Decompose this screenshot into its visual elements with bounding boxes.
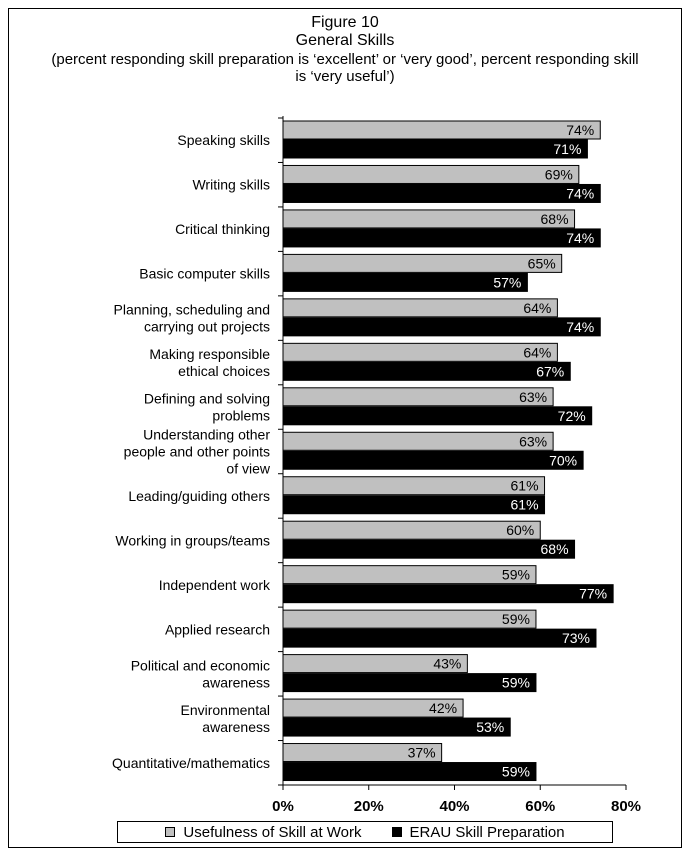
bar-usefulness xyxy=(282,387,554,407)
chart-description: (percent responding skill preparation is… xyxy=(51,51,639,85)
data-label-preparation: 53% xyxy=(476,719,504,735)
bar-usefulness xyxy=(282,431,554,451)
category-label: Independent work xyxy=(159,577,271,593)
bar-preparation xyxy=(282,539,576,559)
category-label: Quantitative/mathematics xyxy=(112,755,270,771)
bar-usefulness xyxy=(282,609,537,629)
category-label: Basic computer skills xyxy=(139,266,270,282)
bar-preparation xyxy=(282,272,528,292)
data-label-usefulness: 63% xyxy=(519,389,547,405)
category-label: Applied research xyxy=(165,621,270,637)
data-label-usefulness: 61% xyxy=(511,478,539,494)
data-label-preparation: 70% xyxy=(549,452,577,468)
data-label-preparation: 61% xyxy=(511,497,539,513)
bar-preparation xyxy=(282,673,537,693)
data-label-usefulness: 68% xyxy=(541,211,569,227)
data-label-usefulness: 59% xyxy=(502,567,530,583)
data-label-usefulness: 64% xyxy=(523,344,551,360)
bar-preparation xyxy=(282,628,597,648)
category-label: Leading/guiding others xyxy=(128,488,270,504)
bar-preparation xyxy=(282,183,601,203)
data-label-preparation: 74% xyxy=(566,319,594,335)
bar-preparation xyxy=(282,361,571,381)
data-label-usefulness: 60% xyxy=(506,522,534,538)
data-label-usefulness: 37% xyxy=(408,745,436,761)
data-label-preparation: 67% xyxy=(536,363,564,379)
data-label-usefulness: 59% xyxy=(502,611,530,627)
category-label: Writing skills xyxy=(192,177,270,193)
bar-usefulness xyxy=(282,565,537,585)
legend-swatch-usefulness xyxy=(165,827,176,837)
x-tick-label: 20% xyxy=(354,798,384,815)
category-label: ethical choices xyxy=(178,363,270,379)
category-label: Understanding other xyxy=(143,427,270,443)
data-label-usefulness: 43% xyxy=(433,656,461,672)
bar-preparation xyxy=(282,495,546,515)
data-label-usefulness: 64% xyxy=(523,300,551,316)
category-label: people and other points xyxy=(124,444,270,460)
data-label-preparation: 73% xyxy=(562,630,590,646)
category-label: carrying out projects xyxy=(144,319,270,335)
bar-preparation xyxy=(282,584,614,604)
bar-usefulness xyxy=(282,209,576,229)
legend: Usefulness of Skill at Work ERAU Skill P… xyxy=(117,821,613,843)
category-label: Defining and solving xyxy=(144,391,270,407)
bar-usefulness xyxy=(282,253,563,273)
category-label: Planning, scheduling and xyxy=(114,302,270,318)
x-tick-label: 60% xyxy=(525,798,555,815)
chart-subtitle: General Skills xyxy=(295,32,395,49)
data-label-preparation: 59% xyxy=(502,764,530,780)
legend-swatch-preparation xyxy=(391,827,402,837)
bar-usefulness xyxy=(282,298,558,318)
bar-preparation xyxy=(282,406,593,426)
category-label: of view xyxy=(226,461,270,477)
data-label-usefulness: 65% xyxy=(528,255,556,271)
category-label: Working in groups/teams xyxy=(115,532,270,548)
bar-preparation xyxy=(282,450,584,470)
legend-label-preparation: ERAU Skill Preparation xyxy=(409,823,565,841)
data-label-usefulness: 74% xyxy=(566,122,594,138)
bar-usefulness xyxy=(282,520,541,540)
x-tick-label: 0% xyxy=(272,798,294,815)
category-label: Making responsible xyxy=(149,346,270,362)
bar-preparation xyxy=(282,317,601,337)
bar-preparation xyxy=(282,139,588,159)
bar-usefulness xyxy=(282,476,546,496)
x-tick-label: 80% xyxy=(611,798,641,815)
data-label-usefulness: 63% xyxy=(519,433,547,449)
legend-item-usefulness: Usefulness of Skill at Work xyxy=(165,823,362,841)
bar-usefulness xyxy=(282,120,601,140)
category-label: Political and economic xyxy=(131,657,270,673)
bar-preparation xyxy=(282,762,537,782)
chart-titles: Figure 10 General Skills (percent respon… xyxy=(0,14,690,85)
data-label-preparation: 74% xyxy=(566,230,594,246)
legend-item-preparation: ERAU Skill Preparation xyxy=(391,823,565,841)
x-tick-label: 40% xyxy=(439,798,469,815)
data-label-preparation: 68% xyxy=(541,541,569,557)
data-label-preparation: 77% xyxy=(579,586,607,602)
category-label: awareness xyxy=(202,719,270,735)
data-label-usefulness: 42% xyxy=(429,700,457,716)
bar-usefulness xyxy=(282,342,558,362)
bar-preparation xyxy=(282,228,601,248)
data-label-preparation: 74% xyxy=(566,185,594,201)
category-label: problems xyxy=(212,408,270,424)
bar-usefulness xyxy=(282,164,580,184)
data-label-preparation: 71% xyxy=(553,141,581,157)
chart-title: Figure 10 xyxy=(311,14,379,31)
data-label-preparation: 57% xyxy=(493,274,521,290)
category-label: Speaking skills xyxy=(177,132,270,148)
data-label-usefulness: 69% xyxy=(545,166,573,182)
data-label-preparation: 72% xyxy=(558,408,586,424)
data-label-preparation: 59% xyxy=(502,675,530,691)
legend-label-usefulness: Usefulness of Skill at Work xyxy=(183,823,362,841)
category-label: Environmental xyxy=(181,702,271,718)
category-label: Critical thinking xyxy=(175,221,270,237)
category-label: awareness xyxy=(202,674,270,690)
